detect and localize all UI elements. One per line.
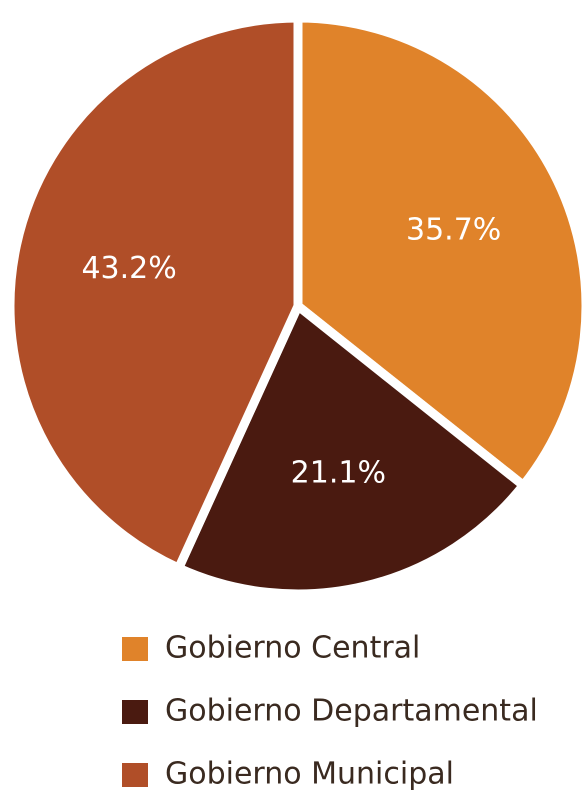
legend-swatch	[122, 763, 148, 787]
value-label: 21.1%	[291, 456, 386, 491]
pie-slice	[293, 13, 585, 492]
value-label: 43.2%	[81, 251, 176, 286]
legend-swatch	[122, 700, 148, 724]
value-label: 35.7%	[406, 212, 501, 247]
legend-label: Gobierno Central	[165, 631, 420, 666]
legend-swatch	[122, 637, 148, 661]
legend-label: Gobierno Municipal	[165, 757, 454, 792]
pie-slice	[172, 298, 530, 599]
legend-label: Gobierno Departamental	[165, 694, 538, 729]
pie-slice	[5, 13, 303, 575]
